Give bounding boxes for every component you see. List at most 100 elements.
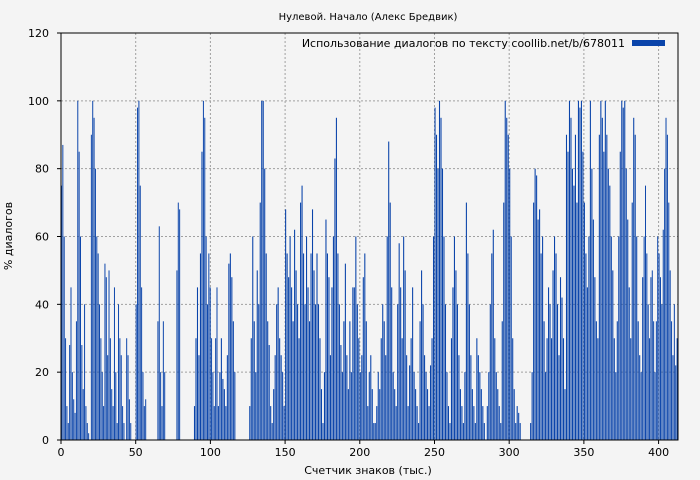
bar: [531, 372, 533, 440]
bar: [533, 202, 535, 440]
bar: [604, 100, 606, 440]
bar: [598, 134, 600, 440]
bar: [346, 355, 348, 440]
bar: [234, 372, 236, 440]
y-axis-label: % диалогов: [2, 202, 15, 270]
bar: [431, 338, 433, 440]
bar: [665, 117, 667, 441]
bar: [432, 236, 435, 440]
bar: [271, 423, 273, 440]
bar: [675, 365, 677, 440]
bar: [198, 355, 200, 440]
bar: [468, 304, 470, 440]
bar: [115, 372, 117, 440]
bar: [654, 372, 656, 440]
bar: [658, 253, 660, 440]
bar: [435, 134, 438, 440]
bar: [428, 406, 430, 440]
bar: [308, 321, 311, 440]
bar: [483, 423, 485, 440]
bar: [570, 117, 572, 441]
bar: [220, 338, 222, 440]
bar: [311, 209, 314, 440]
bar: [280, 355, 282, 440]
bar: [427, 389, 429, 440]
bar: [619, 151, 621, 441]
bar: [303, 253, 305, 440]
bar: [86, 423, 88, 440]
bar: [215, 338, 217, 440]
x-axis-ticks: 0 50 100 150 200 250 300 350 400: [58, 440, 669, 459]
bar: [610, 236, 612, 440]
bar: [316, 253, 318, 440]
bar: [252, 236, 254, 440]
bar: [647, 304, 649, 440]
bar: [179, 209, 181, 440]
bar: [226, 355, 228, 440]
bar: [109, 338, 111, 440]
bar: [586, 287, 588, 440]
bar: [391, 287, 393, 440]
bar: [628, 287, 630, 440]
bar: [143, 406, 145, 440]
bar: [137, 107, 139, 440]
bar: [389, 202, 391, 440]
bar: [646, 253, 648, 440]
bar: [307, 287, 309, 440]
y-axis-ticks: 0 20 40 60 80 100 120: [28, 27, 61, 447]
bar: [470, 355, 472, 440]
legend: Использование диалогов по тексту coollib…: [302, 37, 665, 50]
bar: [621, 100, 623, 440]
bar: [138, 100, 140, 440]
bar: [595, 321, 597, 440]
bar: [341, 372, 343, 440]
bar: [513, 389, 515, 440]
bar: [518, 412, 520, 440]
bar: [264, 168, 266, 440]
bar: [583, 202, 585, 440]
bar: [361, 355, 363, 440]
bar: [176, 270, 178, 440]
bar: [576, 202, 578, 440]
bar: [404, 270, 406, 440]
bar: [542, 236, 544, 440]
bar: [607, 168, 609, 440]
bar: [193, 406, 196, 440]
bar: [625, 168, 627, 440]
bar: [320, 389, 323, 440]
bar: [465, 202, 467, 440]
bar: [208, 253, 210, 440]
bar: [443, 236, 445, 440]
bar: [536, 175, 538, 440]
bar: [364, 253, 366, 440]
bar: [446, 372, 448, 440]
bar: [322, 423, 324, 440]
bar: [588, 236, 590, 440]
bar: [358, 338, 360, 440]
bar: [291, 287, 293, 440]
bar: [419, 321, 421, 440]
bar: [217, 406, 219, 440]
bar: [416, 406, 418, 440]
bar: [100, 338, 102, 440]
bar: [500, 423, 502, 440]
bar: [73, 399, 75, 440]
bar: [506, 117, 508, 441]
bar: [80, 236, 81, 440]
bar: [376, 406, 378, 440]
y-tick-label: 0: [42, 434, 49, 447]
bar: [265, 253, 267, 440]
bar: [615, 372, 617, 440]
bar: [450, 338, 452, 440]
bar: [489, 304, 491, 440]
bar: [579, 107, 581, 440]
bar: [609, 185, 611, 440]
bar: [407, 406, 409, 440]
bar: [512, 338, 514, 440]
bar: [223, 389, 225, 440]
bar: [63, 236, 65, 440]
bar: [497, 389, 499, 440]
bar: [643, 236, 645, 440]
bar: [370, 355, 372, 440]
